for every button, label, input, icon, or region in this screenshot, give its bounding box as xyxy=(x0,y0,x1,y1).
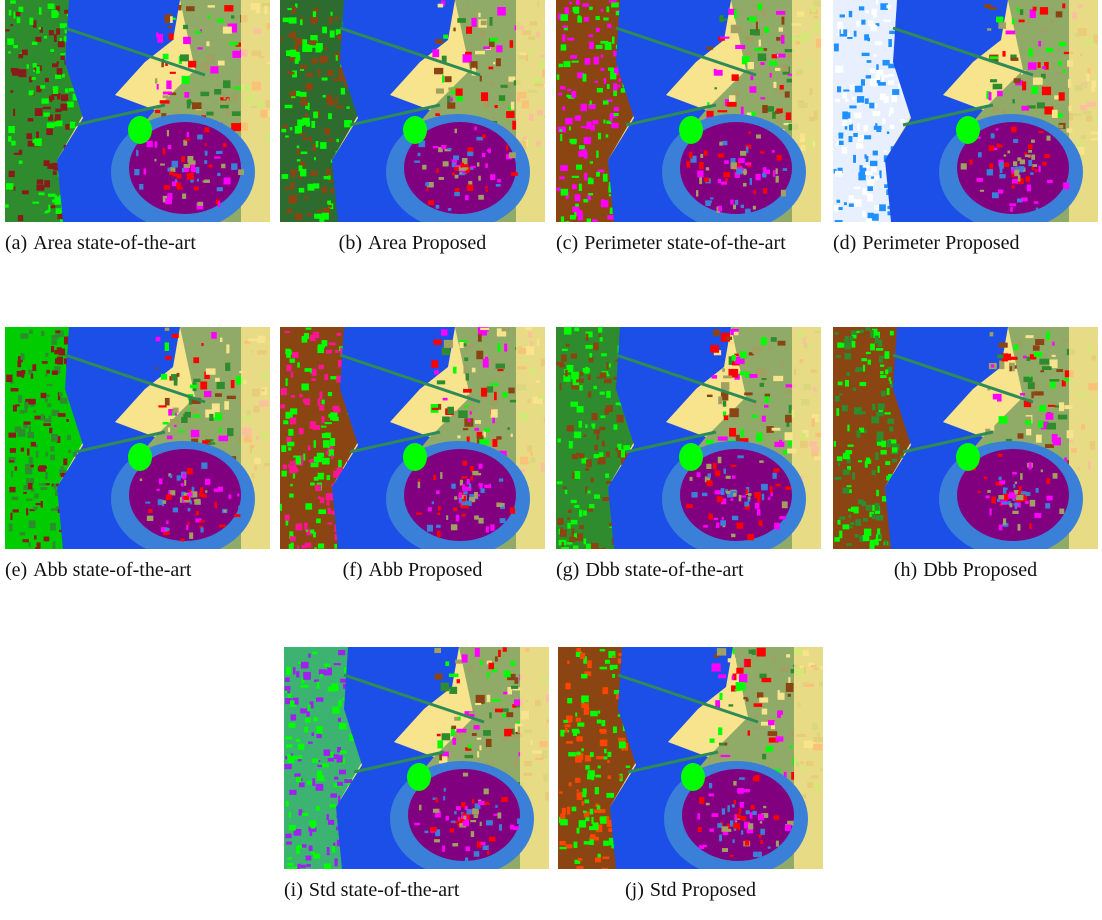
caption-label: (c) xyxy=(556,232,578,254)
caption-label: (e) xyxy=(5,559,27,581)
caption: (a) Area state-of-the-art xyxy=(5,230,270,256)
classification-map xyxy=(5,327,270,549)
caption-label: (j) xyxy=(625,879,644,901)
classification-map xyxy=(833,0,1098,222)
caption-label: (h) xyxy=(894,559,917,581)
caption: (e) Abb state-of-the-art xyxy=(5,557,270,583)
caption: (d) Perimeter Proposed xyxy=(833,230,1098,256)
page: (a) Area state-of-the-art (b) Area Proposed… xyxy=(0,0,1102,920)
caption-label: (d) xyxy=(833,232,856,254)
caption-label: (i) xyxy=(284,879,303,901)
caption: (g) Dbb state-of-the-art xyxy=(556,557,821,583)
classification-map xyxy=(280,0,545,222)
caption-label: (a) xyxy=(5,232,27,254)
subfigure: (c) Perimeter state-of-the-art xyxy=(556,0,821,256)
caption-text: Abb state-of-the-art xyxy=(33,559,191,581)
subfigure: (i) Std state-of-the-art xyxy=(284,647,549,903)
classification-map xyxy=(558,647,823,869)
classification-map xyxy=(556,327,821,549)
caption-text: Area state-of-the-art xyxy=(33,232,196,254)
caption-label: (g) xyxy=(556,559,579,581)
subfigure: (g) Dbb state-of-the-art xyxy=(556,327,821,583)
subfigure: (h) Dbb Proposed xyxy=(833,327,1098,583)
caption: (b) Area Proposed xyxy=(280,230,545,256)
classification-map xyxy=(556,0,821,222)
classification-map xyxy=(280,327,545,549)
caption: (i) Std state-of-the-art xyxy=(284,877,549,903)
caption: (h) Dbb Proposed xyxy=(833,557,1098,583)
subfigure: (a) Area state-of-the-art xyxy=(5,0,270,256)
caption: (j) Std Proposed xyxy=(558,877,823,903)
caption-text: Perimeter state-of-the-art xyxy=(584,232,786,254)
caption: (c) Perimeter state-of-the-art xyxy=(556,230,821,256)
caption: (f) Abb Proposed xyxy=(280,557,545,583)
caption-text: Perimeter Proposed xyxy=(862,232,1019,254)
classification-map xyxy=(284,647,549,869)
subfigure: (e) Abb state-of-the-art xyxy=(5,327,270,583)
caption-text: Area Proposed xyxy=(368,232,486,254)
subfigure: (f) Abb Proposed xyxy=(280,327,545,583)
caption-label: (b) xyxy=(339,232,362,254)
caption-label: (f) xyxy=(343,559,363,581)
caption-text: Dbb state-of-the-art xyxy=(585,559,743,581)
subfigure: (j) Std Proposed xyxy=(558,647,823,903)
caption-text: Std Proposed xyxy=(650,879,756,901)
classification-map xyxy=(5,0,270,222)
caption-text: Std state-of-the-art xyxy=(309,879,460,901)
subfigure: (b) Area Proposed xyxy=(280,0,545,256)
classification-map xyxy=(833,327,1098,549)
subfigure: (d) Perimeter Proposed xyxy=(833,0,1098,256)
caption-text: Abb Proposed xyxy=(369,559,483,581)
caption-text: Dbb Proposed xyxy=(923,559,1037,581)
